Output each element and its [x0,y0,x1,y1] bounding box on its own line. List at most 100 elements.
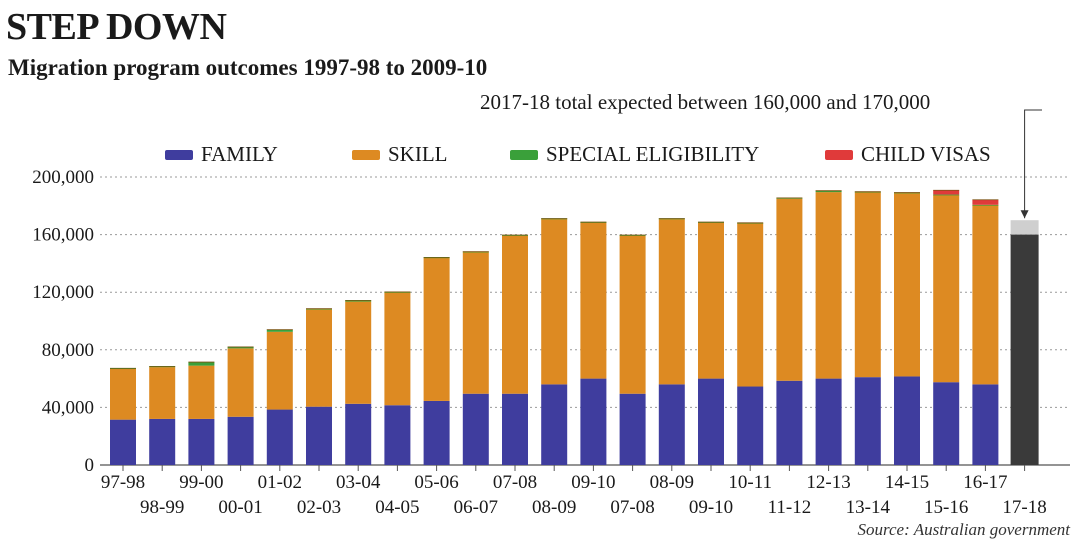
bar-family [894,376,920,465]
x-tick-label: 02-03 [297,497,341,518]
x-tick-label: 11-12 [768,497,812,518]
bar-special-eligibility [580,222,607,223]
bar-family [580,378,607,465]
bar-special-eligibility [227,346,254,349]
bar-family [815,378,842,465]
y-tick-label: 160,000 [32,225,94,246]
x-tick-label: 05-06 [414,472,458,493]
x-tick-label: 00-01 [218,497,262,518]
bar-special-eligibility [815,190,842,193]
bar-skill [894,192,920,377]
bar-skill [933,195,960,383]
bar-skill [227,348,254,417]
bar-skill [619,235,646,394]
x-tick-label: 98-99 [140,497,184,518]
y-tick-label: 40,000 [42,397,94,418]
x-tick-label: 09-10 [689,497,733,518]
x-tick-label: 08-09 [532,497,576,518]
projection-low-bar [1010,234,1039,465]
note-leader-arrow [1020,210,1029,219]
bar-family [149,418,176,465]
bar-special-eligibility [737,222,764,224]
x-tick-label: 06-07 [454,497,498,518]
bar-family [619,393,646,465]
x-tick-label: 07-08 [610,497,654,518]
chart-subtitle: Migration program outcomes 1997-98 to 20… [8,55,488,80]
bar-family [698,378,724,465]
bar-skill [110,368,136,420]
bar-special-eligibility [188,362,215,366]
bar-skill [737,223,764,387]
legend-special-eligibility: SPECIAL ELIGIBILITY [510,142,759,167]
bar-skill [423,257,450,401]
x-tick-label: 01-02 [258,472,302,493]
bar-family [776,380,803,465]
x-tick-label: 07-08 [493,472,537,493]
x-tick-label: 12-13 [806,472,850,493]
bar-child-visas [972,199,999,205]
x-tick-label: 97-98 [101,472,145,493]
bar-skill [462,251,489,394]
y-tick-label: 120,000 [32,282,94,303]
legend-skill-label: SKILL [388,142,448,166]
legend-family-swatch [165,149,193,160]
bar-family [384,405,411,465]
bar-family [737,386,764,465]
bar-special-eligibility [933,194,960,196]
bar-family [541,384,568,465]
bar-special-eligibility [619,235,646,236]
bar-skill [149,367,176,419]
bar-family [423,400,450,465]
x-tick-label: 04-05 [375,497,419,518]
bar-family [972,384,999,465]
bar-skill [188,365,215,419]
bar-special-eligibility [502,235,528,236]
x-tick-label: 99-00 [179,472,223,493]
bar-skill [815,192,842,379]
legend-child-swatch [825,149,853,160]
bar-special-eligibility [972,204,999,206]
bar-skill [384,292,411,406]
y-tick-label: 80,000 [42,340,94,361]
bar-child-visas [933,190,960,195]
bar-family [188,418,215,465]
bar-skill [541,218,568,385]
legend-child-visas: CHILD VISAS [825,142,991,167]
bar-skill [776,198,803,381]
note-leader-line [1024,109,1042,219]
legend-special-label: SPECIAL ELIGIBILITY [546,142,760,166]
bar-family [306,406,332,465]
bar-skill [658,218,685,385]
bar-skill [854,192,881,378]
bar-family [502,393,528,465]
bar-family [462,393,489,465]
bar-special-eligibility [854,191,881,193]
bar-skill [266,331,293,410]
bar-special-eligibility [462,251,489,253]
bar-skill [698,222,724,379]
legend-family: FAMILY [165,142,278,167]
bar-family [345,403,372,465]
x-tick-label: 13-14 [846,497,891,518]
bar-family [227,416,254,465]
x-tick-label: 14-15 [885,472,929,493]
bar-family [933,382,960,465]
x-tick-label: 10-11 [728,472,772,493]
legend-special-swatch [510,149,538,160]
x-tick-label: 17-18 [1002,497,1046,518]
bar-skill [345,301,372,404]
y-tick-label: 200,000 [32,167,94,188]
bar-skill [502,235,528,394]
x-tick-label: 08-09 [650,472,694,493]
bar-family [110,419,136,465]
bar-skill [306,309,332,407]
legend-skill-swatch [352,149,380,160]
bar-special-eligibility [306,308,332,310]
x-tick-label: 09-10 [571,472,615,493]
bar-special-eligibility [658,218,685,220]
x-tick-label: 15-16 [924,497,968,518]
projection-range-bar [1010,220,1039,235]
bar-skill [972,205,999,385]
source-note: Source: Australian government [857,520,1070,539]
bar-special-eligibility [698,222,724,223]
